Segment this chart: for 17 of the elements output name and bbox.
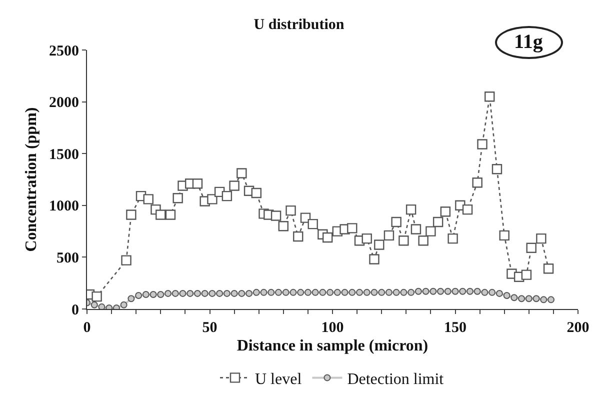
y-tick-label: 1000 (49, 198, 79, 215)
x-tick-label: 50 (202, 320, 218, 336)
y-tick-label: 500 (56, 250, 79, 266)
x-tick-label: 150 (444, 320, 466, 336)
y-tick-label: 2000 (49, 95, 79, 112)
legend-label: U level (255, 370, 302, 388)
annotation: 11g (514, 31, 543, 53)
y-tick-label: 0 (72, 302, 79, 318)
y-tick-label: 1500 (49, 146, 79, 163)
x-axis-title: Distance in sample (micron) (236, 338, 428, 355)
y-tick-label: 2500 (49, 43, 79, 60)
x-tick-label: 200 (566, 320, 590, 336)
x-tick-label: 100 (321, 320, 344, 336)
chart-title: U distribution (254, 16, 345, 33)
y-axis-title: Concentration (ppm) (22, 107, 40, 252)
legend-label: Detection limit (347, 370, 444, 388)
x-tick-label: 0 (83, 320, 91, 336)
